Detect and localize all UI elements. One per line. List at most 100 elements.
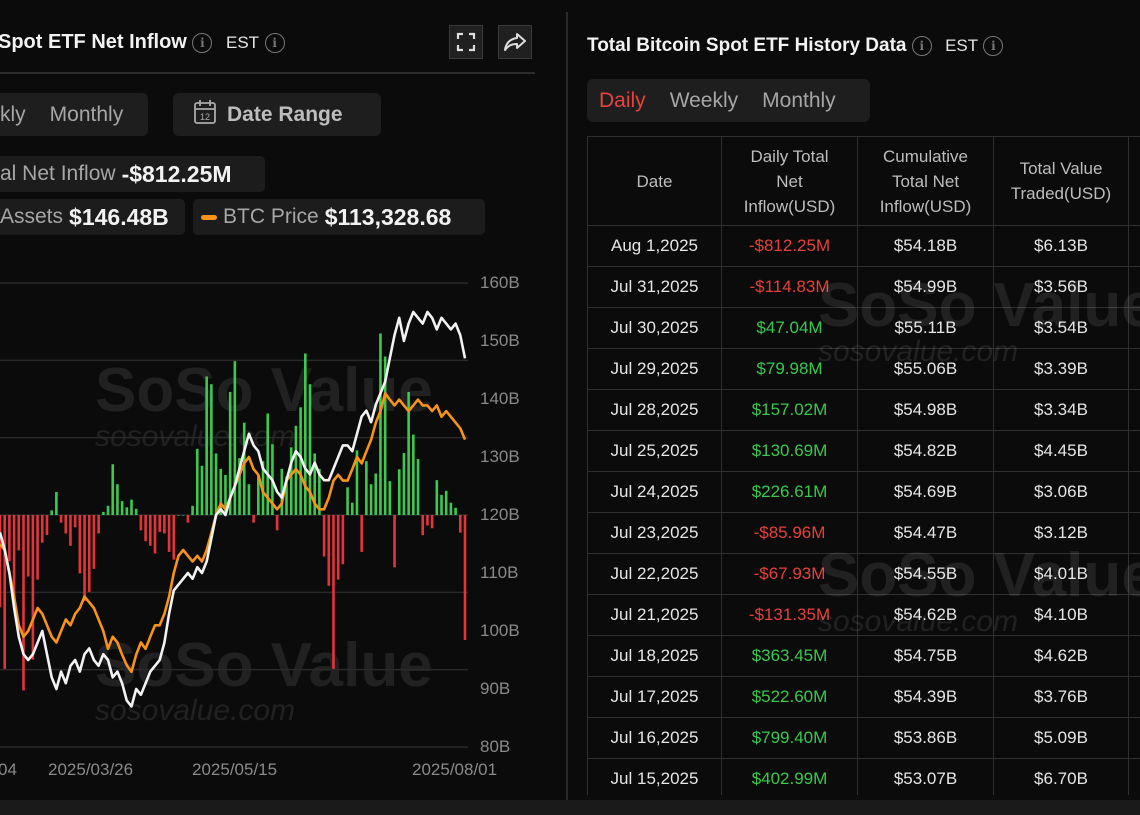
inflow-bar — [266, 413, 270, 515]
row-daily-inflow: $226.61M — [721, 471, 858, 513]
bottom-bar — [0, 800, 1140, 815]
inflow-bar — [355, 450, 359, 515]
y-tick-label: 120B — [480, 505, 520, 524]
inflow-bar — [191, 505, 194, 515]
table-row[interactable]: Jul 25,2025 $130.69M $54.82B $4.45B — [587, 430, 1140, 472]
info-icon[interactable]: i — [192, 32, 213, 53]
inflow-bar — [393, 515, 396, 568]
row-more-cell — [1128, 758, 1140, 795]
tab-weekly[interactable]: kly — [0, 102, 26, 126]
inflow-bar — [388, 481, 392, 515]
row-cumulative-inflow: $54.62B — [857, 594, 994, 636]
col-date[interactable]: Date — [587, 136, 722, 226]
inflow-bar — [308, 384, 312, 515]
inflow-bar — [421, 515, 425, 536]
inflow-bar — [214, 453, 218, 515]
table-row[interactable]: Jul 24,2025 $226.61M $54.69B $3.06B — [587, 471, 1140, 513]
table-row[interactable]: Aug 1,2025 -$812.25M $54.18B $6.13B — [587, 225, 1140, 267]
fullscreen-button[interactable] — [449, 25, 483, 59]
chart-title-text: Spot ETF Net Inflow — [0, 31, 187, 53]
inflow-bar — [430, 515, 434, 529]
inflow-bar — [327, 515, 331, 586]
y-tick-label: 150B — [480, 331, 520, 350]
col-cumulative-inflow[interactable]: Cumulative Total Net Inflow(USD) — [857, 136, 994, 226]
tab-monthly[interactable]: Monthly — [762, 88, 836, 112]
table-row[interactable]: Jul 17,2025 $522.60M $54.39B $3.76B — [587, 676, 1140, 718]
info-icon[interactable]: i — [911, 35, 932, 56]
row-date: Jul 28,2025 — [587, 389, 722, 431]
row-cumulative-inflow: $53.86B — [857, 717, 994, 759]
row-more-cell — [1128, 676, 1140, 718]
col-daily-inflow[interactable]: Daily Total Net Inflow(USD) — [721, 136, 858, 226]
row-more-cell — [1128, 430, 1140, 472]
inflow-bar — [252, 515, 255, 523]
etf-chart[interactable] — [0, 0, 566, 800]
table-row[interactable]: Jul 16,2025 $799.40M $53.86B $5.09B — [587, 717, 1140, 759]
inflow-bar — [125, 507, 129, 515]
inflow-bar — [102, 511, 105, 515]
timezone-info-icon[interactable]: i — [983, 35, 1004, 56]
total-net-assets-line — [0, 310, 467, 708]
table-row[interactable]: Jul 31,2025 -$114.83M $54.99B $3.56B — [587, 266, 1140, 308]
assets-label: Assets — [0, 205, 64, 228]
row-daily-inflow: $363.45M — [721, 635, 858, 677]
inflow-bar — [78, 515, 82, 574]
inflow-bar — [106, 505, 110, 515]
row-more-cell — [1128, 225, 1140, 267]
table-row[interactable]: Jul 30,2025 $47.04M $55.11B $3.54B — [587, 307, 1140, 349]
btc-price-value: $113,328.68 — [324, 203, 452, 230]
y-tick-label: 160B — [480, 273, 520, 292]
inflow-bar — [59, 515, 63, 523]
tab-monthly[interactable]: Monthly — [49, 102, 124, 126]
row-date: Jul 21,2025 — [587, 594, 722, 636]
history-table-container[interactable]: Date Daily Total Net Inflow(USD) Cumulat… — [587, 136, 1140, 795]
inflow-bar — [397, 469, 401, 515]
table-row[interactable]: Jul 15,2025 $402.99M $53.07B $6.70B — [587, 758, 1140, 795]
row-daily-inflow: $130.69M — [721, 430, 858, 472]
inflow-bar — [144, 515, 147, 542]
table-row[interactable]: Jul 23,2025 -$85.96M $54.47B $3.12B — [587, 512, 1140, 554]
row-daily-inflow: $79.98M — [721, 348, 858, 390]
inflow-bar — [36, 515, 39, 580]
row-daily-inflow: $47.04M — [721, 307, 858, 349]
row-date: Jul 23,2025 — [587, 512, 722, 554]
inflow-bar — [17, 515, 21, 551]
inflow-bar — [332, 515, 335, 669]
inflow-bar — [416, 459, 420, 515]
share-button[interactable] — [498, 25, 532, 59]
tab-weekly[interactable]: Weekly — [669, 88, 739, 112]
table-row[interactable]: Jul 18,2025 $363.45M $54.75B $4.62B — [587, 635, 1140, 677]
x-tick-label: 2025/05/15 — [192, 760, 278, 779]
watermark-url: sosovalue.com — [95, 420, 296, 453]
inflow-bar — [463, 515, 467, 640]
period-tabs: kly Monthly — [0, 93, 148, 136]
inflow-bar — [139, 515, 143, 531]
inflow-bar — [83, 515, 86, 602]
total-assets-legend[interactable]: Assets $146.48B — [0, 199, 185, 235]
tab-daily[interactable]: Daily — [599, 88, 646, 112]
inflow-bar — [40, 515, 44, 543]
timezone-info-icon[interactable]: i — [264, 32, 285, 53]
row-cumulative-inflow: $55.11B — [857, 307, 994, 349]
history-panel: Total Bitcoin Spot ETF History Data i ES… — [568, 0, 1140, 800]
inflow-bar — [73, 515, 77, 528]
inflow-bar — [200, 465, 204, 515]
table-row[interactable]: Jul 28,2025 $157.02M $54.98B $3.34B — [587, 389, 1140, 431]
btc-price-legend[interactable]: BTC Price $113,328.68 — [193, 199, 485, 235]
date-range-button[interactable]: 12 Date Range — [173, 93, 381, 136]
row-daily-inflow: $799.40M — [721, 717, 858, 759]
inflow-bar — [64, 515, 68, 534]
inflow-bar — [459, 515, 462, 533]
row-date: Jul 30,2025 — [587, 307, 722, 349]
inflow-bar — [247, 484, 251, 515]
row-date: Jul 18,2025 — [587, 635, 722, 677]
col-value-traded[interactable]: Total Value Traded(USD) — [993, 136, 1129, 226]
inflow-bar — [233, 361, 237, 515]
row-value-traded: $6.70B — [993, 758, 1129, 795]
row-date: Jul 15,2025 — [587, 758, 722, 795]
row-daily-inflow: -$114.83M — [721, 266, 858, 308]
table-row[interactable]: Jul 21,2025 -$131.35M $54.62B $4.10B — [587, 594, 1140, 636]
x-tick-label: 04 — [0, 760, 17, 779]
btc-price-label: BTC Price — [223, 205, 319, 228]
table-row[interactable]: Jul 22,2025 -$67.93M $54.55B $4.01B — [587, 553, 1140, 595]
